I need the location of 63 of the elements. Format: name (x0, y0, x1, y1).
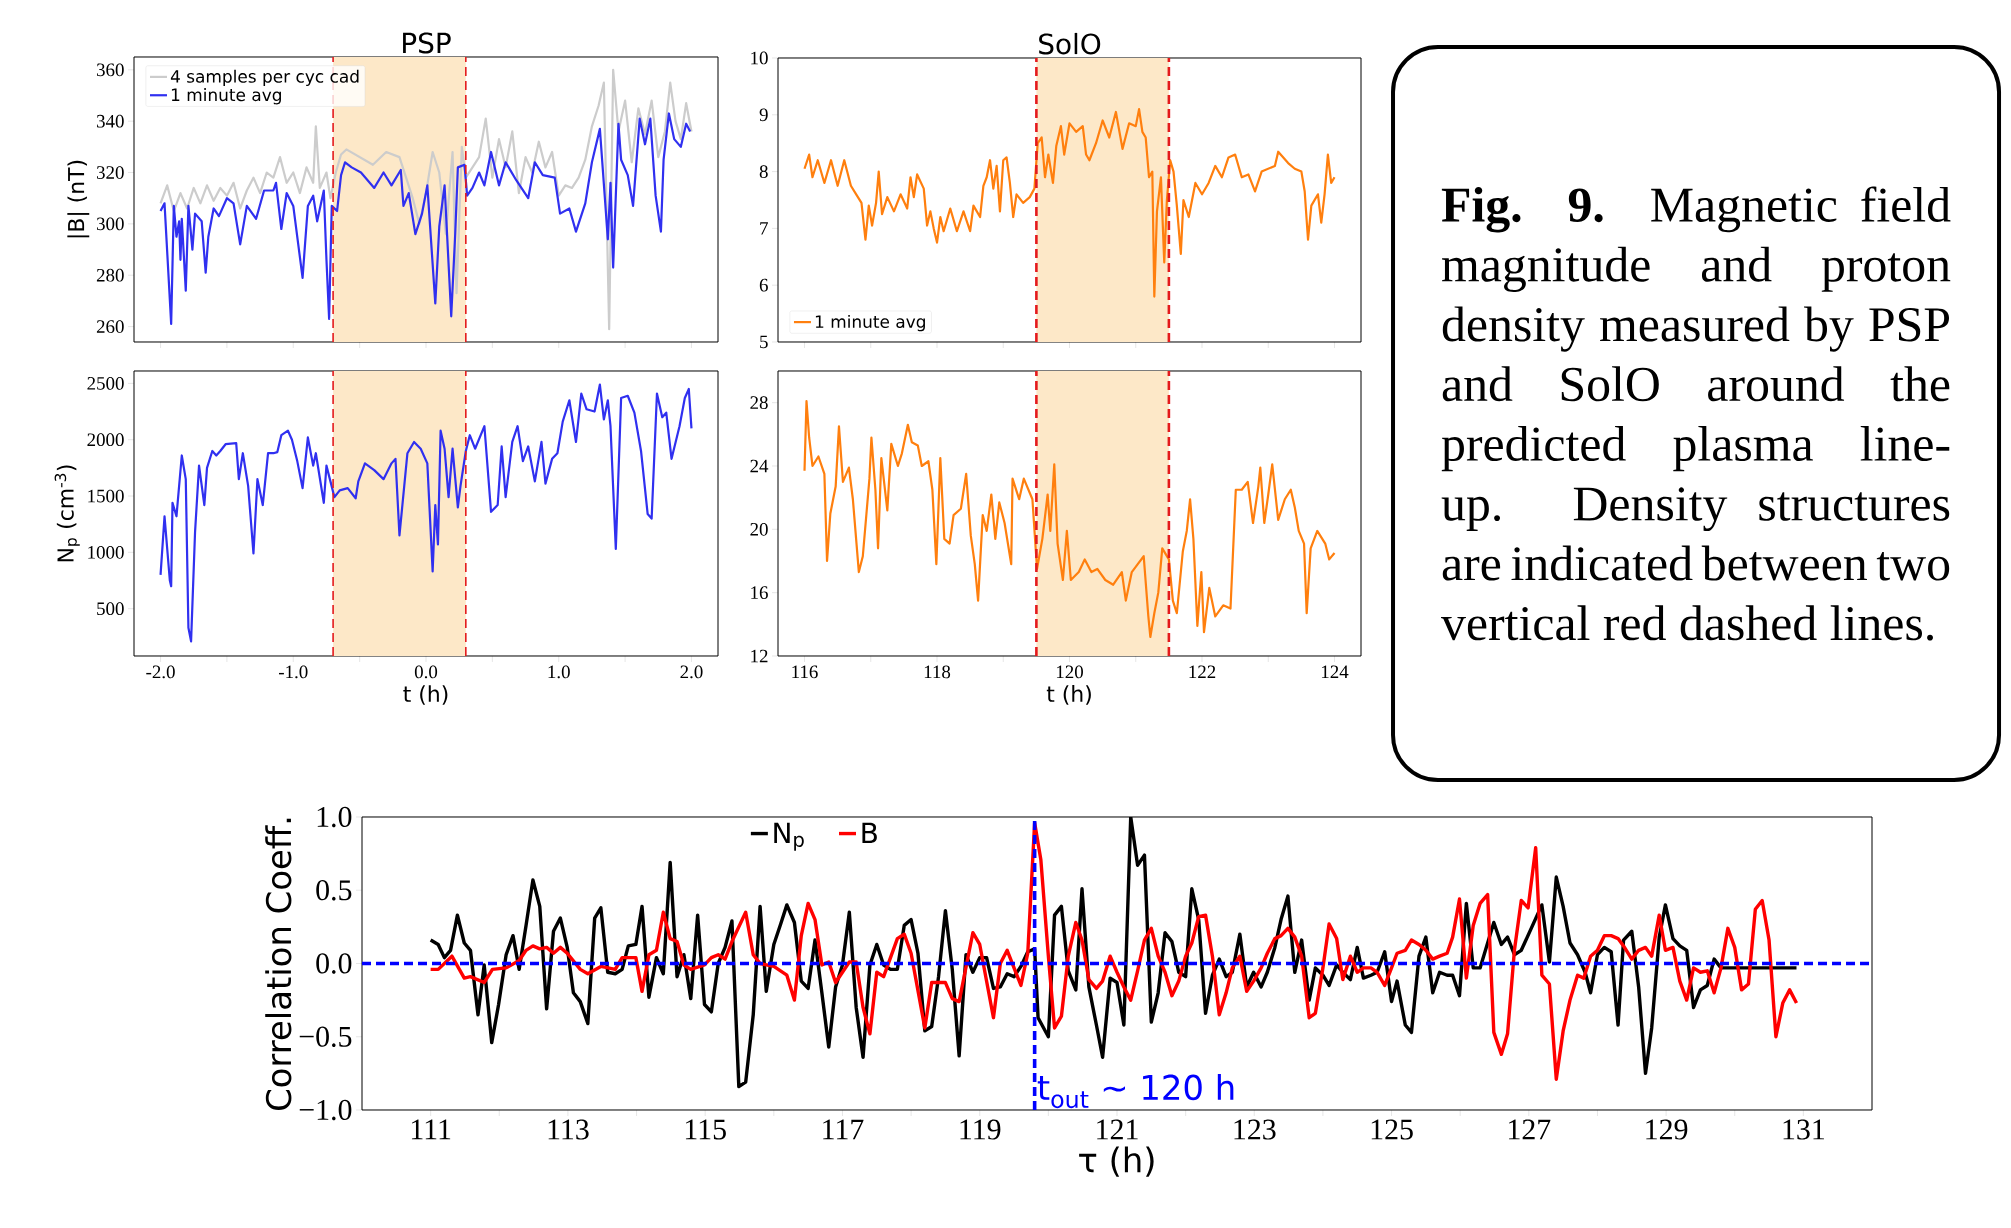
y-tick-label: 8 (759, 165, 768, 178)
x-axis-title: t (h) (1046, 685, 1091, 705)
x-tick-label: 118 (924, 665, 951, 679)
x-tick-label: 113 (548, 1119, 589, 1140)
y-tick-label: 20 (750, 522, 768, 536)
y-tick-label: −0.5 (299, 1026, 352, 1047)
y-tick-label: 260 (96, 320, 124, 333)
y-tick-label: 0.0 (316, 953, 352, 974)
legend-label: 1 minute avg (815, 314, 925, 332)
x-tick-label: 1.0 (548, 665, 570, 679)
x-tick-label: 111 (411, 1119, 451, 1140)
chart-title: SolO (1039, 32, 1101, 55)
x-tick-label: 127 (1509, 1119, 1551, 1140)
x-axis-title: t (h) (403, 685, 448, 705)
chart-title: PSP (403, 32, 451, 54)
x-tick-label: 129 (1646, 1119, 1688, 1140)
y-tick-label: 1.0 (317, 806, 352, 828)
x-tick-label: 2.0 (680, 665, 703, 679)
annotation: t$_{out}$ ∼ 120 h (1037, 1074, 1234, 1109)
y-tick-label: 280 (96, 268, 124, 282)
x-tick-label: 125 (1371, 1119, 1413, 1140)
y-tick-label: 1000 (88, 545, 124, 559)
legend-label: 1 minute avg (171, 88, 281, 105)
x-tick-label: 119 (960, 1119, 1001, 1140)
y-tick-label: 2000 (87, 433, 124, 447)
y-tick-label: 360 (96, 63, 124, 77)
y-tick-label: 28 (750, 396, 768, 410)
y-tick-label: 9 (759, 108, 768, 122)
legend-label: B (862, 822, 877, 843)
y-axis-title: Correlation Coeff. (265, 818, 292, 1111)
y-axis-title: |B| (nT) (67, 160, 90, 238)
y-tick-label: 0.5 (316, 880, 352, 901)
x-tick-label: 120 (1056, 665, 1083, 679)
y-axis-title: N$_{p}$ (cm$^{-3}$) (54, 465, 80, 562)
y-tick-label: 340 (96, 114, 124, 128)
y-tick-label: 500 (97, 602, 124, 616)
legend-label: N$_{p}$ (774, 822, 804, 851)
text: Fig. 9. Magnetic field magnitude and proton density measured by PSP and SolO around the predicted plasma line-up. Density structures are indicated between two vertical red dashed lines. (1441, 186, 1951, 641)
y-tick-label: 24 (750, 459, 769, 473)
x-tick-label: 131 (1783, 1119, 1824, 1140)
y-tick-label: −1.0 (299, 1099, 352, 1121)
x-tick-label: -1.0 (279, 665, 308, 679)
y-tick-label: 6 (759, 278, 768, 292)
y-tick-label: 1500 (88, 489, 124, 503)
y-tick-label: 2500 (87, 377, 124, 390)
y-tick-label: 300 (96, 217, 124, 231)
legend-label: 4 samples per cyc cad (170, 69, 359, 87)
x-tick-label: 117 (823, 1119, 864, 1140)
x-tick-label: 121 (1097, 1119, 1138, 1140)
x-tick-label: 123 (1234, 1119, 1276, 1140)
x-tick-label: -2.0 (146, 665, 175, 679)
x-tick-label: 124 (1321, 665, 1349, 679)
x-tick-label: 115 (685, 1119, 726, 1140)
y-tick-label: 10 (751, 51, 768, 65)
x-tick-label: 116 (792, 665, 818, 679)
y-tick-label: 320 (96, 166, 124, 179)
x-axis-title: τ (h) (1079, 1146, 1154, 1177)
y-tick-label: 5 (760, 335, 768, 349)
y-tick-label: 16 (751, 586, 768, 600)
x-tick-label: 122 (1189, 665, 1216, 679)
y-tick-label: 7 (760, 222, 768, 235)
y-tick-label: 12 (751, 649, 768, 663)
x-tick-label: 0.0 (414, 665, 438, 679)
